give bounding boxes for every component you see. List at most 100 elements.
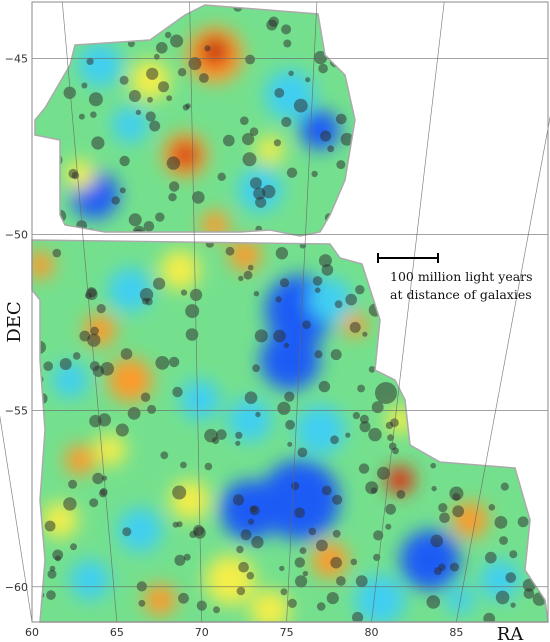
cluster-dot (467, 459, 473, 465)
cluster-dot (495, 590, 510, 605)
x-tick-label: 85 (449, 626, 463, 639)
cluster-dot (87, 333, 101, 347)
cluster-dot (274, 88, 285, 98)
cluster-dot (415, 405, 429, 419)
cluster-dot (253, 291, 260, 297)
cluster-dot (462, 301, 470, 310)
cluster-dot (63, 497, 77, 511)
cluster-dot (190, 288, 203, 301)
cluster-dot (499, 536, 508, 545)
cluster-dot (136, 581, 147, 592)
cluster-dot (199, 73, 209, 83)
cluster-dot (509, 550, 518, 559)
scale-bar (377, 253, 439, 263)
cluster-dot (352, 412, 360, 420)
cluster-dot (38, 42, 45, 49)
cluster-dot (97, 413, 111, 427)
cluster-dot (111, 196, 120, 205)
density-blob (65, 160, 95, 190)
cluster-dot (196, 600, 207, 611)
cluster-dot (115, 423, 129, 437)
cluster-dot (246, 571, 255, 580)
cluster-dot (135, 109, 142, 116)
cluster-dot (78, 113, 85, 120)
cluster-dot (252, 364, 260, 373)
cluster-dot (273, 329, 286, 343)
cluster-dot (238, 275, 244, 282)
grid-line (0, 415, 33, 623)
cluster-dot (492, 314, 500, 322)
cluster-dot (350, 242, 359, 252)
density-blob (52, 362, 88, 398)
cluster-dot (185, 103, 191, 109)
cluster-dot (279, 278, 290, 288)
cluster-dot (294, 507, 306, 519)
cluster-dot (212, 232, 220, 241)
cluster-dot (268, 16, 279, 27)
cluster-dot (359, 421, 371, 433)
cluster-dot (355, 285, 365, 295)
cluster-dot (332, 529, 341, 538)
cluster-dot (192, 191, 205, 204)
cluster-dot (380, 325, 390, 336)
cluster-dot (177, 68, 187, 77)
cluster-dot (403, 363, 417, 377)
cluster-dot (334, 300, 343, 309)
cluster-dot (504, 250, 514, 260)
cluster-dot (242, 133, 255, 146)
cluster-dot (327, 145, 335, 153)
grid-line (371, 1, 445, 623)
density-blob (170, 480, 210, 520)
cluster-dot (81, 82, 88, 89)
cluster-dot (439, 512, 450, 524)
cluster-dot (430, 534, 444, 548)
cluster-dot (38, 85, 46, 92)
cluster-dot (245, 54, 256, 65)
x-tick-label: 80 (364, 626, 378, 639)
density-blob (250, 590, 290, 622)
density-blob (144, 584, 176, 616)
cluster-dot (336, 113, 347, 125)
cluster-dot (375, 382, 397, 404)
cluster-dot (63, 86, 76, 100)
cluster-dot (288, 70, 294, 77)
cluster-dot (236, 545, 244, 554)
cluster-dot (168, 356, 180, 368)
grid (0, 1, 550, 623)
cluster-dot (433, 442, 446, 455)
cluster-dot (243, 270, 253, 280)
cluster-dot (249, 127, 259, 136)
cluster-dot (330, 435, 339, 445)
y-tick-label: −55 (5, 405, 28, 418)
y-tick-label: −50 (5, 229, 28, 242)
cluster-dot (204, 462, 213, 471)
x-tick-label: 60 (25, 626, 39, 639)
grid-line (189, 1, 203, 623)
cluster-dot (114, 5, 127, 16)
cluster-dot (86, 57, 94, 65)
cluster-dot (281, 116, 292, 128)
cluster-dot (205, 239, 214, 248)
cluster-dot (483, 321, 490, 327)
cluster-dot (525, 415, 536, 425)
cluster-dot (368, 366, 376, 373)
cluster-dot (312, 276, 323, 286)
cluster-dot (396, 490, 406, 499)
cluster-dot (287, 598, 297, 609)
cluster-dot (352, 611, 364, 622)
cluster-dot (412, 424, 419, 430)
cluster-dot (284, 391, 295, 402)
cluster-dot (524, 431, 535, 441)
cluster-dot (32, 573, 40, 582)
cluster-dot (35, 196, 47, 208)
cluster-dot (320, 130, 332, 142)
cluster-dot (166, 156, 181, 170)
cluster-dot (345, 293, 358, 306)
cluster-dot (452, 505, 465, 518)
cluster-dot (213, 606, 220, 614)
density-blob (160, 250, 200, 290)
cluster-dot (185, 304, 200, 319)
cluster-dot (275, 296, 282, 303)
cluster-dot (441, 252, 450, 261)
